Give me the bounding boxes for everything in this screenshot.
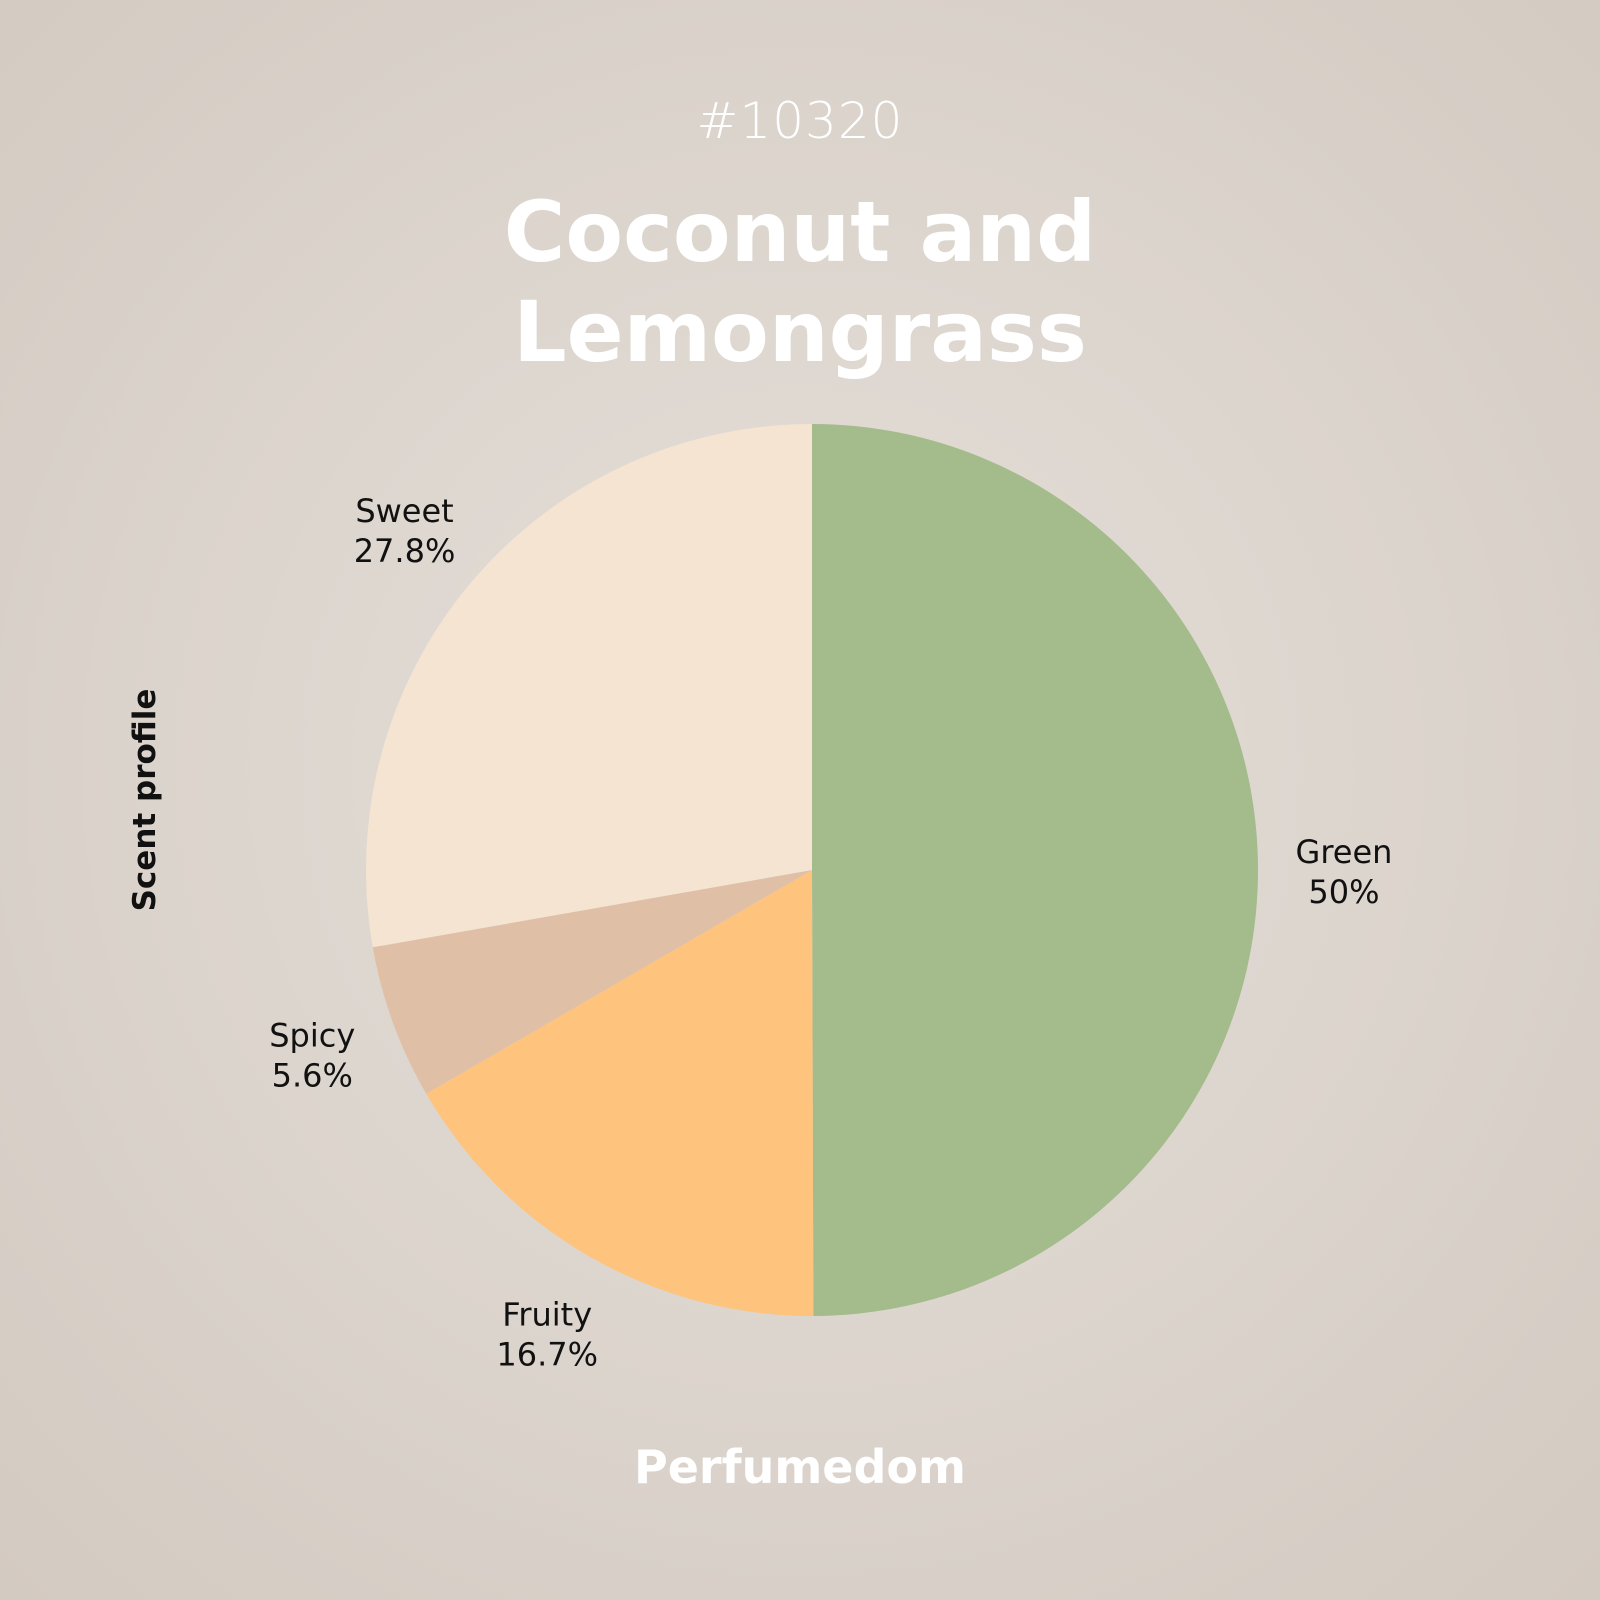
slice-percentage: 16.7% (496, 1335, 598, 1373)
pie-slice-sweet (365, 424, 812, 948)
slice-percentage: 50% (1308, 873, 1379, 911)
chart-title: Coconut and Lemongrass (0, 182, 1600, 382)
pie-labels: Green 50% Fruity 16.7% Spicy 5.6% Sweet 27.8% (269, 492, 1392, 1373)
slice-name: Spicy (269, 1016, 355, 1054)
slice-percentage: 5.6% (272, 1056, 353, 1094)
slice-percentage: 27.8% (354, 532, 456, 570)
title-line-1: Coconut and (503, 183, 1097, 281)
slice-label-fruity: Fruity 16.7% (496, 1295, 598, 1373)
pie-slices (365, 424, 1259, 1316)
brand-name: Perfumedom (634, 1440, 966, 1494)
slice-name: Fruity (502, 1295, 592, 1333)
slice-name: Green (1296, 833, 1393, 871)
pie-slice-fruity (426, 870, 814, 1316)
slice-label-sweet: Sweet 27.8% (354, 492, 456, 570)
slice-name: Sweet (355, 492, 453, 530)
pie-slice-green (812, 424, 1259, 1316)
title-line-2: Lemongrass (513, 283, 1087, 381)
pie-slice-spicy (372, 870, 812, 1094)
product-id: #10320 (696, 92, 904, 150)
slice-label-green: Green 50% (1296, 833, 1393, 911)
slice-label-spicy: Spicy 5.6% (269, 1016, 355, 1094)
